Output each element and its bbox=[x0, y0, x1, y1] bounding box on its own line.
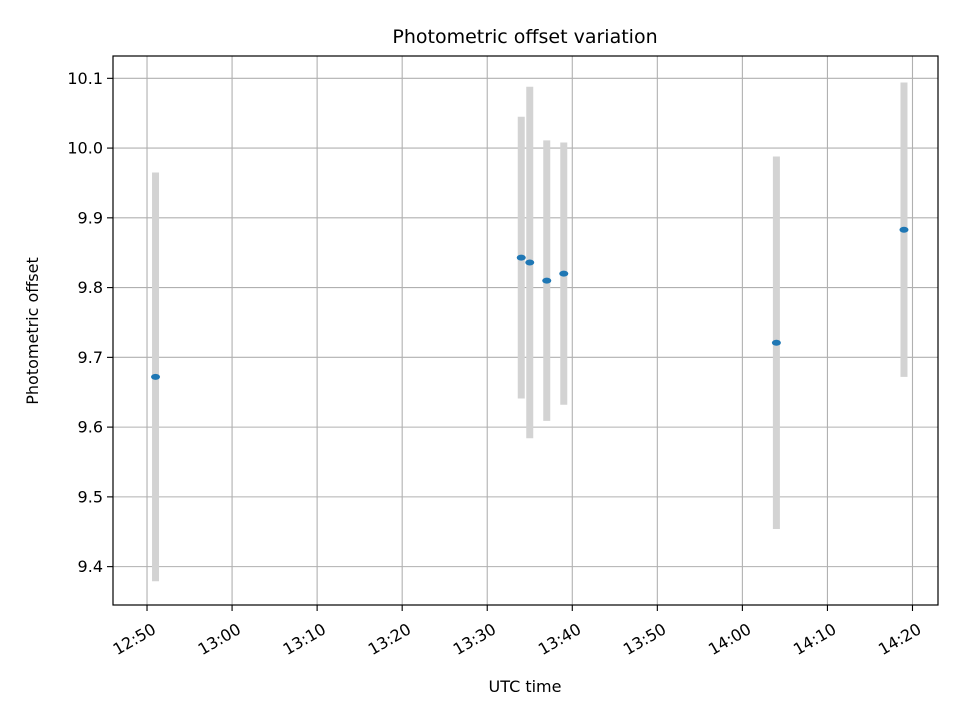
data-point bbox=[542, 277, 552, 284]
data-point bbox=[771, 339, 781, 346]
y-tick-label: 9.8 bbox=[78, 278, 103, 297]
y-tick-label: 9.5 bbox=[78, 487, 103, 506]
y-axis-title: Photometric offset bbox=[23, 257, 42, 405]
data-point bbox=[559, 270, 569, 277]
y-tick-label: 10.1 bbox=[67, 69, 103, 88]
data-point bbox=[525, 259, 535, 266]
chart-title: Photometric offset variation bbox=[392, 26, 657, 48]
data-point bbox=[151, 373, 161, 380]
data-point bbox=[899, 226, 909, 233]
y-tick-label: 9.6 bbox=[78, 418, 103, 437]
y-tick-label: 10.0 bbox=[67, 139, 103, 158]
data-point bbox=[516, 254, 526, 261]
data-points bbox=[151, 226, 909, 380]
y-tick-label: 9.4 bbox=[78, 557, 103, 576]
grid bbox=[113, 56, 938, 605]
x-axis-title: UTC time bbox=[489, 677, 562, 696]
y-tick-label: 9.9 bbox=[78, 208, 103, 227]
y-axis-ticks: 9.4 9.5 9.6 9.7 9.8 9.9 10.0 10.1 bbox=[67, 69, 113, 576]
plot-area-frame bbox=[112, 55, 939, 606]
y-tick-label: 9.7 bbox=[78, 348, 103, 367]
